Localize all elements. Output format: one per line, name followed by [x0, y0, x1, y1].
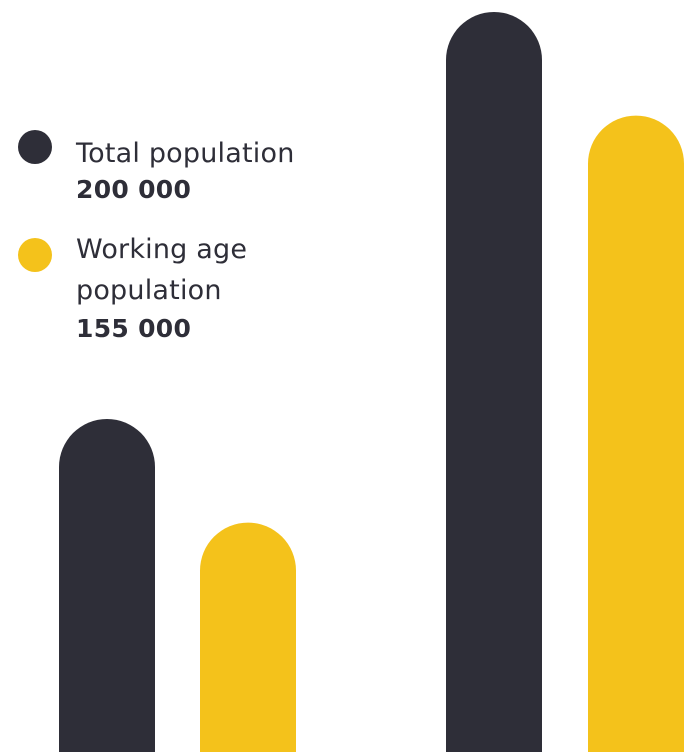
- bar-group-2-total-population: [446, 12, 542, 752]
- legend-dot-working-age-population: [18, 238, 52, 272]
- legend-value-total-population: 200 000: [76, 172, 191, 208]
- bar-group-2-working-age-population: [588, 116, 684, 752]
- bar-group-1-total-population: [59, 419, 155, 752]
- legend-label-working-age-line-1: Working age: [76, 232, 247, 268]
- legend-value-working-age-population: 155 000: [76, 311, 191, 347]
- bar-group-1-working-age-population: [200, 523, 296, 752]
- legend-dot-total-population: [18, 130, 52, 164]
- legend-label-total-population: Total population: [76, 136, 295, 172]
- legend-label-working-age-line-2: population: [76, 273, 222, 309]
